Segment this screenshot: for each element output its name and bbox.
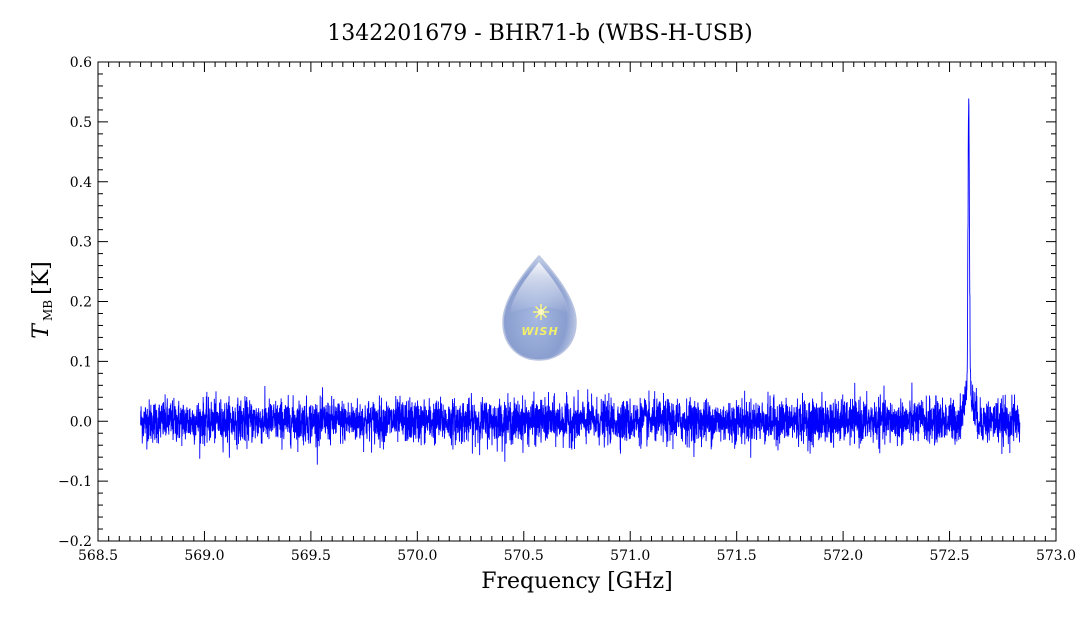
y-axis-label: TMB [K] <box>29 261 55 338</box>
y-tick-label: −0.2 <box>58 534 92 550</box>
x-tick-label: 569.5 <box>291 548 331 564</box>
x-axis-label: Frequency [GHz] <box>481 569 673 594</box>
wish-logo: WISH <box>502 254 577 361</box>
y-tick-label: 0.6 <box>70 55 92 71</box>
y-axis-label-unit: [K] <box>29 261 54 295</box>
x-tick-label: 570.5 <box>504 548 544 564</box>
plot-frame <box>97 61 1057 542</box>
x-tick-label: 572.5 <box>930 548 970 564</box>
y-tick-label: 0.2 <box>70 295 92 311</box>
y-tick-label: 0.3 <box>70 235 92 251</box>
svg-text:TMB[K]: TMB [K] <box>29 261 55 338</box>
y-tick-label: 0.1 <box>70 354 92 370</box>
chart-title: 1342201679 - BHR71-b (WBS-H-USB) <box>327 21 752 46</box>
x-tick-label: 571.5 <box>717 548 757 564</box>
y-axis-label-main: T <box>29 322 54 339</box>
y-tick-label: 0.0 <box>70 414 92 430</box>
x-tick-label: 572.0 <box>823 548 863 564</box>
y-tick-label: 0.5 <box>70 115 92 131</box>
x-tick-label: 571.0 <box>610 548 650 564</box>
y-tick-label: 0.4 <box>70 175 92 191</box>
x-tick-label: 573.0 <box>1036 548 1076 564</box>
x-tick-label: 570.0 <box>397 548 437 564</box>
y-tick-label: −0.1 <box>58 474 92 490</box>
y-axis-label-sub: MB <box>41 300 55 321</box>
logo-droplet <box>502 254 577 361</box>
x-tick-label: 569.0 <box>184 548 224 564</box>
logo-text: WISH <box>521 325 558 338</box>
x-tick-label: 568.5 <box>78 548 118 564</box>
series-line <box>140 98 1021 465</box>
